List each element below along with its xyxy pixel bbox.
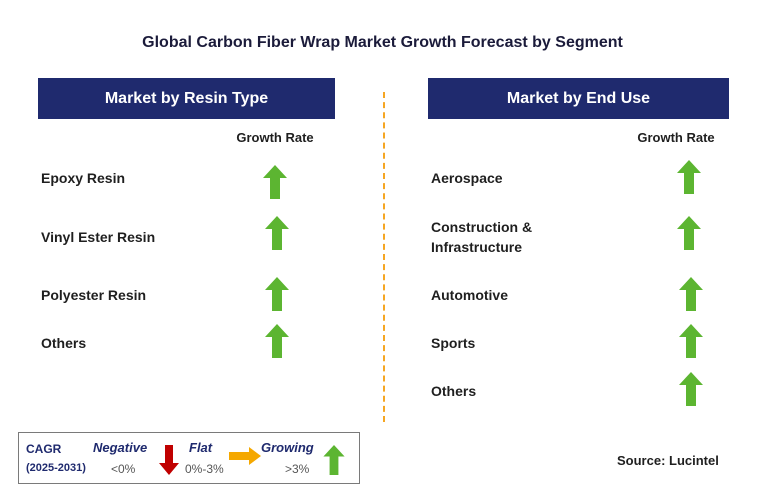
up-arrow-icon (679, 372, 703, 406)
up-arrow-icon (265, 216, 289, 250)
legend-growing-label: Growing (261, 440, 314, 455)
resin-row-label: Others (41, 335, 87, 351)
resin-row-label: Polyester Resin (41, 287, 147, 303)
end-use-row-label-line: Construction & (431, 219, 533, 235)
legend-negative-label: Negative (93, 440, 148, 455)
right-growth-rate-label: Growth Rate (637, 130, 715, 145)
up-arrow-icon (265, 324, 289, 358)
end-use-row-label: Others (431, 383, 477, 399)
up-arrow-icon (679, 324, 703, 358)
cagr-legend: CAGR (2025-2031) Negative <0% Flat 0%-3%… (18, 432, 360, 484)
panel-divider (383, 92, 385, 422)
up-arrow-icon (677, 160, 701, 194)
end-use-row-label: Automotive (431, 287, 508, 303)
down-arrow-icon (159, 445, 179, 475)
resin-type-header: Market by Resin Type (38, 78, 335, 119)
chart-title: Global Carbon Fiber Wrap Market Growth F… (142, 34, 623, 51)
legend-cagr-label: CAGR (26, 442, 62, 456)
resin-row-label: Vinyl Ester Resin (41, 229, 156, 245)
source-label: Source: Lucintel (617, 453, 719, 468)
legend-flat-range: 0%-3% (185, 462, 224, 476)
end-use-row-label: Aerospace (431, 170, 503, 186)
legend-years-label: (2025-2031) (26, 462, 86, 474)
end-use-row-label: Sports (431, 335, 476, 351)
up-arrow-icon (265, 277, 289, 311)
end-use-row-label: Construction & Infrastructure (431, 217, 532, 257)
legend-growing-range: >3% (285, 462, 310, 476)
up-arrow-icon (263, 165, 287, 199)
end-use-header: Market by End Use (428, 78, 729, 119)
up-arrow-icon (323, 445, 345, 475)
legend-flat-label: Flat (189, 440, 213, 455)
right-arrow-icon (229, 447, 261, 465)
up-arrow-icon (677, 216, 701, 250)
up-arrow-icon (679, 277, 703, 311)
legend-negative-range: <0% (111, 462, 136, 476)
end-use-row-label-line: Infrastructure (431, 239, 523, 255)
resin-row-label: Epoxy Resin (41, 170, 126, 186)
left-growth-rate-label: Growth Rate (236, 130, 314, 145)
